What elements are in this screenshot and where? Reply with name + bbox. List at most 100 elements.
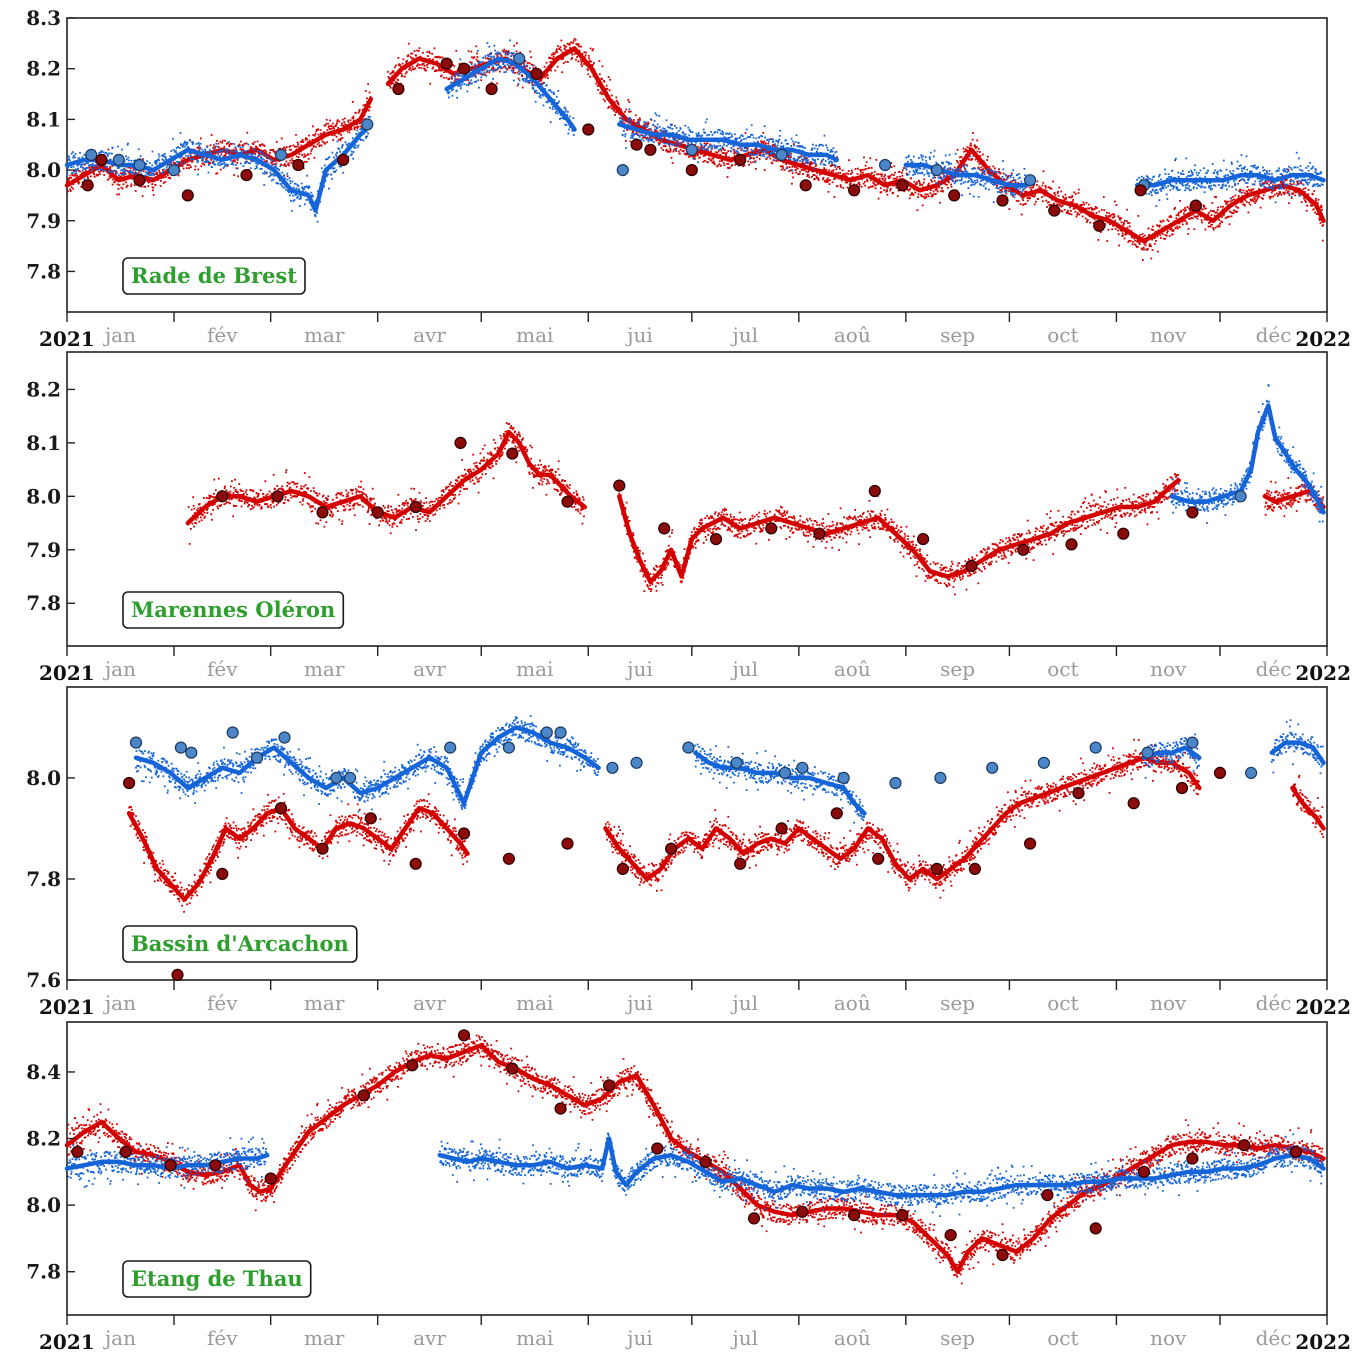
series-sample (531, 84, 534, 87)
series-sample (78, 157, 81, 160)
series-sample (150, 171, 152, 173)
series-sample (964, 167, 966, 170)
series-sample (86, 162, 88, 165)
series-sample (425, 69, 427, 72)
series-sample (909, 194, 912, 197)
series-sample (284, 147, 287, 150)
series-sample (457, 74, 460, 77)
series-sample (1027, 196, 1030, 198)
series-sample (631, 136, 634, 139)
series-sample (415, 54, 417, 57)
series-sample (742, 165, 745, 168)
series-sample (261, 157, 264, 160)
series-sample (114, 169, 116, 172)
series-sample (215, 172, 218, 175)
series-sample (931, 180, 933, 183)
series-sample (1030, 188, 1033, 191)
series-sample (816, 172, 819, 174)
series-sample (499, 70, 501, 73)
series-sample (654, 112, 657, 115)
series-sample (587, 55, 590, 57)
series-sample (826, 181, 829, 183)
series-sample (332, 126, 335, 128)
series-sample (654, 128, 656, 131)
series-sample (1128, 222, 1131, 224)
series-sample (325, 118, 328, 121)
series-sample (568, 115, 571, 118)
series-sample (234, 147, 237, 150)
series-sample (155, 161, 158, 164)
series-sample (284, 163, 286, 165)
series-sample (1209, 209, 1212, 212)
series-sample (432, 58, 434, 61)
series-sample (720, 149, 723, 152)
series-sample (1203, 218, 1206, 221)
series-sample (140, 185, 143, 188)
series-sample (219, 168, 222, 171)
series-sample (1013, 179, 1015, 181)
series-sample (259, 145, 262, 147)
series-sample (763, 155, 766, 158)
series-sample (1132, 241, 1134, 243)
series-sample (134, 171, 137, 174)
series-sample (310, 150, 313, 152)
series-sample (755, 137, 758, 140)
series-sample (536, 92, 538, 94)
series-sample (341, 118, 344, 121)
series-sample (717, 150, 720, 152)
series-sample (690, 141, 693, 144)
series-sample (151, 150, 154, 153)
series-sample (762, 142, 765, 145)
series-sample (331, 134, 334, 137)
series-sample (1065, 196, 1068, 199)
series-sample (1215, 196, 1218, 199)
series-sample (1316, 202, 1319, 205)
series-sample (239, 140, 242, 143)
series-sample (69, 188, 71, 191)
series-sample (1200, 219, 1203, 222)
series-sample (211, 166, 213, 168)
series-sample (715, 151, 717, 154)
series-sample (1072, 207, 1075, 210)
series-sample (356, 146, 359, 149)
series-sample (429, 82, 432, 85)
series-sample (406, 59, 409, 62)
series-sample (1184, 209, 1187, 211)
series-sample (221, 151, 223, 153)
series-sample (716, 151, 719, 154)
series-sample (280, 163, 283, 166)
series-sample (111, 183, 114, 186)
series-sample (1139, 233, 1142, 236)
series-sample (1300, 182, 1303, 185)
series-sample (436, 56, 439, 59)
series-sample (91, 164, 93, 167)
series-sample (226, 165, 229, 167)
series-sample (272, 150, 275, 153)
series-sample (109, 168, 112, 171)
series-sample (86, 166, 89, 169)
series-sample (921, 158, 924, 161)
series-sample (125, 158, 128, 161)
series-sample (1017, 200, 1020, 202)
series-sample (294, 182, 297, 185)
series-sample (436, 60, 438, 63)
series-sample (1037, 198, 1040, 200)
series-sample (1318, 217, 1321, 220)
series-sample (317, 128, 320, 131)
series-sample (933, 180, 936, 182)
series-sample (97, 173, 99, 176)
series-sample (666, 149, 668, 152)
series-sample (921, 204, 924, 207)
series-sample (1157, 225, 1160, 227)
series-sample (479, 72, 482, 75)
series-sample (441, 56, 444, 59)
series-sample (1222, 214, 1225, 217)
series-sample (1012, 195, 1014, 197)
series-sample (219, 161, 222, 164)
series-sample (925, 193, 928, 196)
series-sample (1120, 230, 1123, 232)
series-sample (1126, 208, 1129, 211)
series-sample (936, 190, 939, 193)
series-sample (615, 96, 618, 99)
series-sample (591, 49, 594, 52)
